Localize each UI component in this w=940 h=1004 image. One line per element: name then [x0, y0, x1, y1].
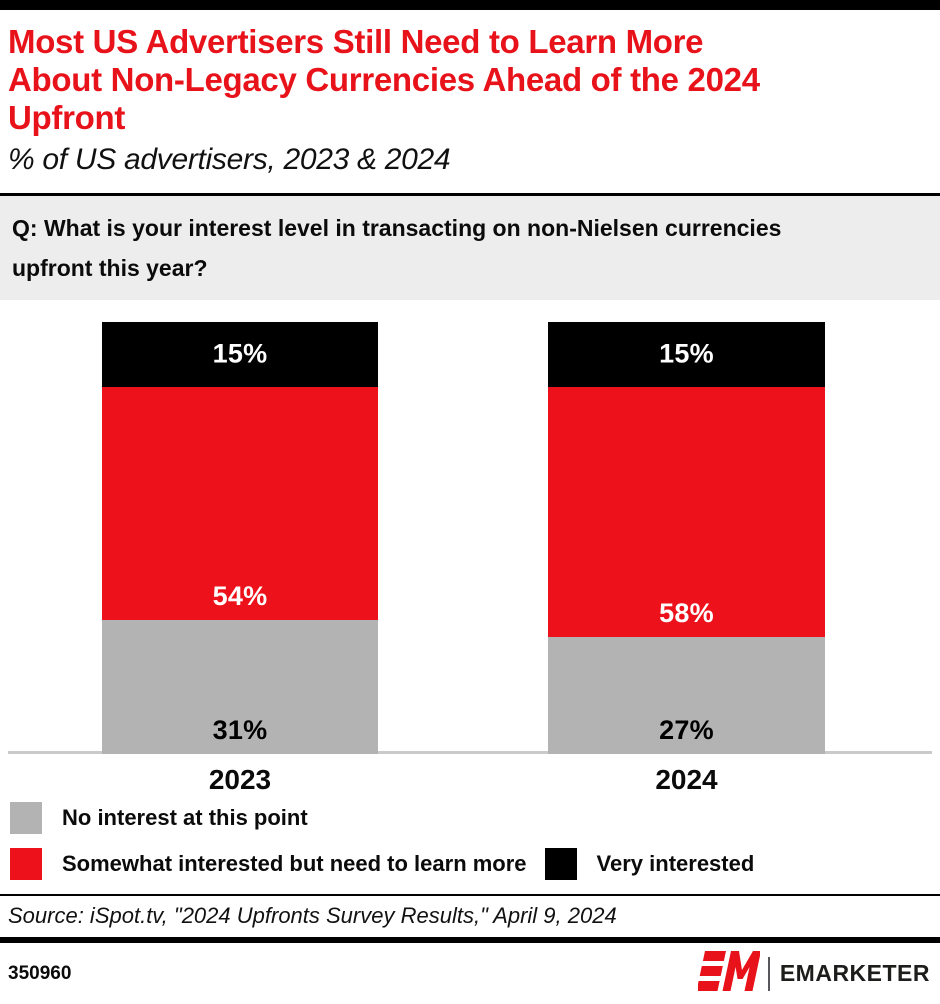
logo-divider	[767, 956, 770, 991]
bar-value-label: 58%	[659, 598, 714, 629]
bar-segment: 54%	[102, 386, 378, 621]
legend-item-somewhat-interested: Somewhat interested but need to learn mo…	[10, 848, 527, 880]
bar-segment: 31%	[102, 620, 378, 754]
emarketer-wordmark: EMARKETER	[779, 960, 930, 986]
footer: 350960 EMARKETER	[0, 943, 940, 996]
legend-item-very-interested: Very interested	[544, 848, 755, 880]
legend-row-2: Somewhat interested but need to learn mo…	[10, 848, 930, 880]
chart-id: 350960	[8, 962, 72, 984]
header-divider	[0, 193, 940, 196]
x-axis-label-2024: 2024	[655, 764, 718, 795]
bar-value-label: 15%	[212, 338, 268, 369]
legend-item-no-interest: No interest at this point	[10, 802, 308, 834]
plot-area: 15% 54% 31% 15% 58% 27%	[0, 322, 940, 754]
source-text: Source: iSpot.tv, "2024 Upfronts Survey …	[8, 903, 617, 928]
legend: No interest at this point Somewhat inter…	[0, 798, 940, 880]
bar-segment: 58%	[548, 386, 825, 638]
emarketer-logo: EMARKETER	[696, 951, 930, 996]
text-line: upfront this year?	[12, 255, 208, 281]
survey-question-box: Q: What is your interest level in transa…	[0, 196, 940, 300]
emarketer-logo-icon	[696, 951, 761, 996]
bar-segment: 27%	[548, 637, 825, 754]
legend-swatch-red	[10, 848, 42, 880]
x-axis-label-2023: 2023	[208, 764, 272, 795]
bar-value-label: 31%	[212, 714, 268, 745]
legend-label-somewhat-interested: Somewhat interested but need to learn mo…	[62, 851, 527, 876]
legend-label-no-interest: No interest at this point	[62, 805, 308, 830]
x-axis-baseline	[8, 751, 932, 754]
text-line: Q: What is your interest level in transa…	[12, 215, 782, 241]
footer-black-bar	[0, 937, 940, 943]
bar-2024: 15% 58% 27%	[548, 322, 825, 754]
legend-swatch-gray	[10, 802, 42, 834]
header: Most US Advertisers Still Need to Learn …	[0, 10, 940, 178]
text-line: About Non-Legacy Currencies Ahead of the…	[8, 61, 760, 98]
bar-value-label: 27%	[659, 714, 714, 745]
bar-segment: 15%	[102, 322, 378, 387]
text-line: Upfront	[8, 99, 126, 136]
survey-question-text: Q: What is your interest level in transa…	[12, 208, 928, 288]
bar-value-label: 54%	[212, 581, 268, 612]
bar-2023: 15% 54% 31%	[102, 322, 378, 754]
page-title: Most US Advertisers Still Need to Learn …	[8, 23, 932, 137]
top-black-bar	[0, 0, 940, 10]
text-line: Most US Advertisers Still Need to Learn …	[8, 23, 704, 60]
source-block: Source: iSpot.tv, "2024 Upfronts Survey …	[0, 894, 940, 937]
legend-label-very-interested: Very interested	[596, 851, 755, 876]
stacked-bar-chart: 15% 54% 31% 15% 58% 27% 2023 2024	[0, 300, 940, 798]
bar-value-label: 15%	[659, 338, 714, 369]
legend-swatch-black	[544, 848, 577, 880]
bar-segment: 15%	[548, 322, 825, 387]
legend-row-1: No interest at this point	[10, 802, 930, 834]
chart-subtitle: % of US advertisers, 2023 & 2024	[8, 143, 451, 176]
